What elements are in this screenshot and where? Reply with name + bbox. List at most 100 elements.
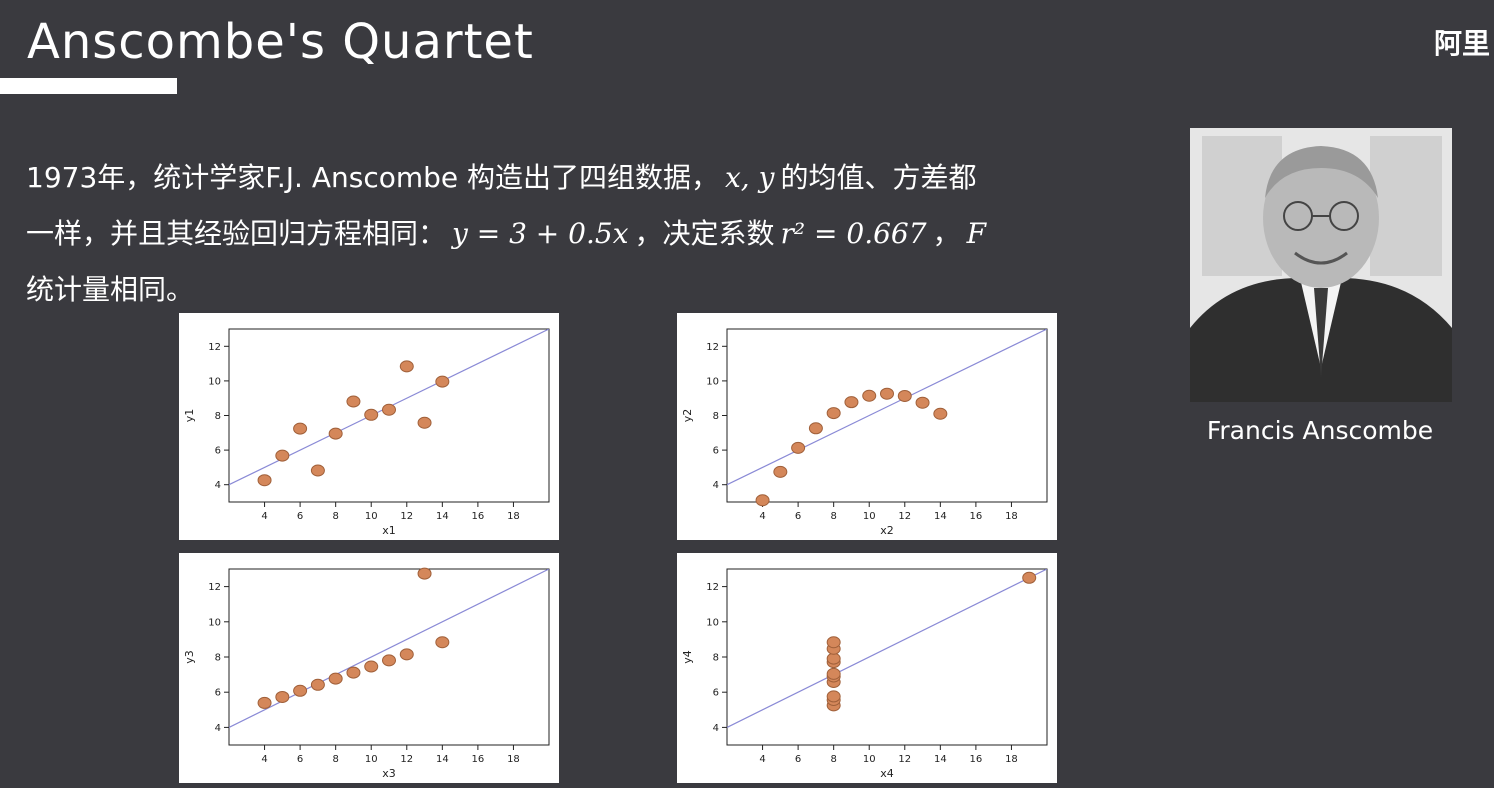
y-tick-label: 6 [215, 688, 221, 699]
intro-line1-text: 1973年，统计学家F.J. Anscombe 构造出了四组数据， [26, 161, 720, 194]
data-point [1022, 571, 1037, 584]
y-tick-label: 4 [713, 723, 719, 734]
x-tick-label: 16 [970, 511, 983, 522]
y-tick-label: 10 [706, 376, 719, 387]
portrait-illustration [1190, 128, 1452, 402]
data-point [346, 395, 361, 408]
data-point [328, 672, 343, 685]
data-point [791, 441, 806, 454]
x-axis-label: x2 [880, 524, 894, 537]
data-point [826, 690, 841, 703]
y-tick-label: 12 [706, 582, 719, 593]
x-tick-label: 4 [759, 754, 765, 765]
data-point [382, 403, 396, 416]
x-tick-label: 8 [332, 754, 338, 765]
y-axis-label: y4 [681, 650, 694, 664]
intro-line2-mid: ，决定系数 [634, 217, 775, 250]
scatter-chart-4: 4 6 8 10 12 14 16 18 4 6 8 10 12 x4 y4 [681, 568, 1048, 780]
regression-line [727, 329, 1047, 486]
data-point [897, 389, 912, 402]
x-tick-label: 16 [472, 754, 485, 765]
photo-caption: Francis Anscombe [1206, 416, 1434, 445]
x-tick-label: 16 [970, 754, 983, 765]
x-tick-label: 12 [898, 754, 911, 765]
data-point [310, 678, 325, 691]
regression-line [229, 569, 549, 728]
x-tick-label: 18 [1005, 754, 1018, 765]
y-tick-label: 8 [713, 411, 719, 422]
intro-line2-sep: ， [932, 217, 961, 250]
intro-line2-text: 一样，并且其经验回归方程相同： [26, 217, 447, 250]
y-tick-label: 4 [215, 480, 221, 491]
data-point [399, 648, 414, 661]
data-point [826, 407, 841, 420]
x-tick-label: 6 [297, 754, 303, 765]
slide-title: Anscombe's Quartet [27, 14, 534, 70]
data-point [346, 666, 361, 679]
data-point [293, 684, 308, 697]
intro-line-3: 统计量相同。 [26, 262, 1136, 318]
chart-panel-4: 4 6 8 10 12 14 16 18 4 6 8 10 12 x4 y4 [677, 553, 1057, 783]
x-tick-label: 8 [830, 511, 836, 522]
x-tick-label: 18 [1005, 511, 1018, 522]
intro-line1-math: x, y [725, 161, 775, 194]
data-point [399, 360, 414, 373]
x-tick-label: 10 [365, 754, 378, 765]
x-axis-label: x1 [382, 524, 396, 537]
data-point [826, 652, 841, 665]
x-tick-label: 8 [332, 511, 338, 522]
x-tick-label: 12 [898, 511, 911, 522]
watermark-logo: 阿里 [1433, 27, 1490, 60]
chart-panel-3: 4 6 8 10 12 14 16 18 4 6 8 10 12 x3 y3 [179, 553, 559, 783]
x-tick-label: 10 [863, 754, 876, 765]
x-tick-label: 18 [507, 511, 520, 522]
y-axis-label: y2 [681, 409, 694, 423]
x-tick-label: 10 [863, 511, 876, 522]
data-point [755, 494, 770, 507]
x-tick-label: 18 [507, 754, 520, 765]
y-tick-label: 12 [706, 342, 719, 353]
y-tick-label: 6 [713, 688, 719, 699]
chart-panel-1: 4 6 8 10 12 14 16 18 4 6 8 10 12 x1 y1 [179, 313, 559, 540]
y-tick-label: 4 [215, 723, 221, 734]
scatter-chart-2: 4 6 8 10 12 14 16 18 4 6 8 10 12 x2 y2 [681, 328, 1048, 537]
plot-frame [726, 568, 1048, 746]
data-point [293, 422, 308, 435]
x-tick-label: 4 [261, 511, 267, 522]
y-tick-label: 12 [208, 342, 221, 353]
y-tick-label: 6 [713, 446, 719, 457]
data-point [275, 690, 290, 703]
data-point [257, 474, 272, 487]
x-tick-label: 14 [934, 754, 947, 765]
x-tick-label: 12 [400, 754, 413, 765]
x-tick-label: 14 [436, 754, 449, 765]
y-tick-label: 10 [706, 617, 719, 628]
y-tick-label: 8 [215, 411, 221, 422]
scatter-chart-3: 4 6 8 10 12 14 16 18 4 6 8 10 12 x3 y3 [183, 567, 550, 780]
x-tick-label: 14 [436, 511, 449, 522]
intro-line-2: 一样，并且其经验回归方程相同： y = 3 + 0.5x ，决定系数 r² = 0.6… [26, 206, 1136, 262]
f-statistic-symbol: F [966, 217, 986, 250]
x-tick-label: 6 [795, 511, 801, 522]
y-tick-label: 8 [215, 653, 221, 664]
intro-paragraph: 1973年，统计学家F.J. Anscombe 构造出了四组数据， x, y 的均值… [26, 150, 1136, 318]
data-point [880, 387, 894, 400]
data-point [808, 422, 823, 435]
x-tick-label: 6 [795, 754, 801, 765]
data-point [364, 408, 379, 421]
r-squared-value: r² = 0.667 [780, 217, 927, 250]
y-tick-label: 10 [208, 617, 221, 628]
intro-line3-text: 统计量相同。 [26, 273, 195, 306]
title-underline-bar [0, 78, 177, 94]
plot-frame [726, 328, 1048, 503]
data-point [435, 636, 450, 649]
intro-line-1: 1973年，统计学家F.J. Anscombe 构造出了四组数据， x, y 的均值… [26, 150, 1136, 206]
data-point [257, 696, 272, 709]
chart-panel-2: 4 6 8 10 12 14 16 18 4 6 8 10 12 x2 y2 [677, 313, 1057, 540]
data-point [844, 396, 859, 409]
data-point [773, 465, 788, 478]
scatter-chart-1: 4 6 8 10 12 14 16 18 4 6 8 10 12 x1 y1 [183, 328, 550, 537]
x-axis-label: x3 [382, 767, 396, 780]
data-point [915, 396, 930, 409]
data-point [310, 464, 325, 477]
